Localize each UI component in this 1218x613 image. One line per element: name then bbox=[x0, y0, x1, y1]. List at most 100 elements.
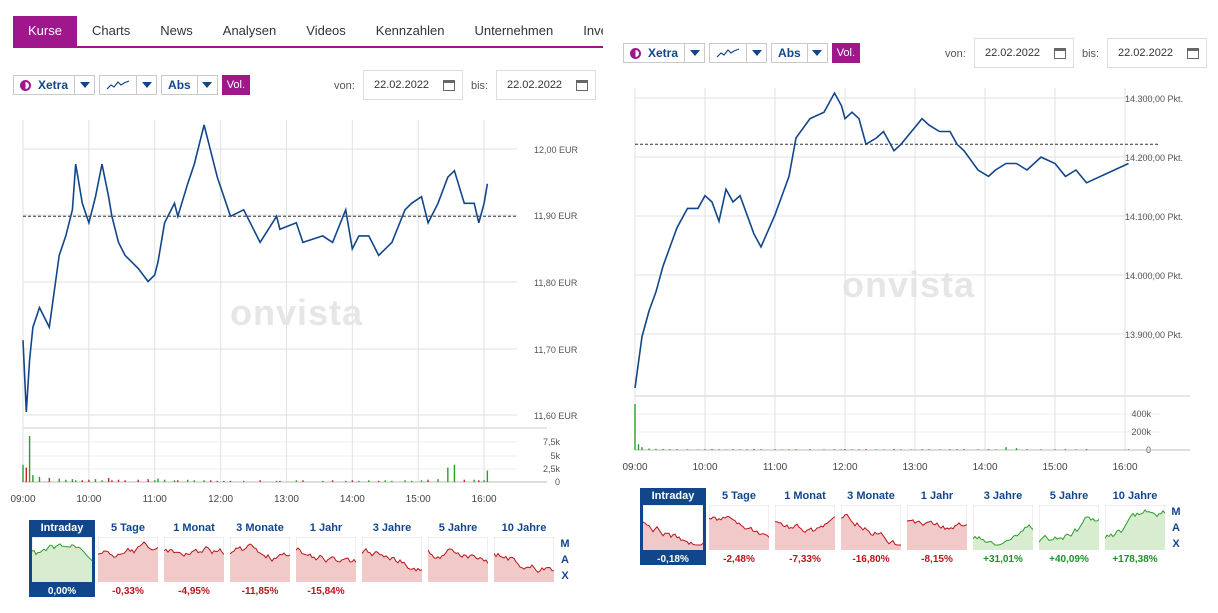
tab-kurse[interactable]: Kurse bbox=[13, 16, 77, 46]
volume-toggle[interactable]: Vol. bbox=[221, 75, 251, 95]
calendar-icon[interactable] bbox=[576, 80, 588, 91]
x-tick-label: 16:00 bbox=[472, 494, 497, 505]
calendar-icon[interactable] bbox=[1187, 48, 1199, 59]
sparkline-line bbox=[494, 552, 554, 573]
period-1-monat[interactable]: 1 Monat -7,33% bbox=[772, 488, 838, 565]
volume-bar bbox=[987, 449, 990, 450]
sparkline-area bbox=[230, 544, 290, 582]
period-label: 1 Jahr bbox=[920, 490, 954, 502]
max-link[interactable]: M A X bbox=[559, 536, 571, 584]
period-change: +178,38% bbox=[1112, 554, 1158, 565]
nav-tabs: Kurse Charts News Analysen Videos Kennza… bbox=[13, 16, 603, 48]
to-date-field[interactable]: 22.02.2022 bbox=[1107, 38, 1207, 68]
chevron-down-icon[interactable] bbox=[196, 76, 217, 94]
right-price-chart[interactable]: 14.300,00 Pkt. 14.200,00 Pkt. 14.100,00 Pk… bbox=[610, 88, 1218, 478]
scale-select[interactable]: Abs bbox=[771, 43, 828, 63]
scale-label: Abs bbox=[168, 78, 191, 92]
chevron-down-icon[interactable] bbox=[74, 76, 94, 94]
x-tick-label: 11:00 bbox=[763, 462, 788, 473]
volume-bar bbox=[28, 436, 31, 482]
tab-unternehmen[interactable]: Unternehmen bbox=[474, 23, 554, 38]
calendar-icon[interactable] bbox=[443, 80, 455, 91]
period-10-jahre[interactable]: 10 Jahre bbox=[491, 520, 557, 597]
volume-bar bbox=[725, 449, 727, 450]
period-5-jahre[interactable]: 5 Jahre bbox=[425, 520, 491, 597]
volume-bar bbox=[1064, 449, 1067, 450]
period-sparkline bbox=[362, 537, 422, 582]
max-letter: M bbox=[560, 538, 570, 550]
period-sparkline bbox=[494, 537, 554, 582]
from-date-field[interactable]: 22.02.2022 bbox=[974, 38, 1074, 68]
tab-analysen[interactable]: Analysen bbox=[222, 23, 277, 38]
period-1-jahr[interactable]: 1 Jahr -15,84% bbox=[293, 520, 359, 597]
volume-toggle[interactable]: Vol. bbox=[831, 43, 861, 63]
x-tick-label: 10:00 bbox=[692, 462, 717, 473]
period-sparkline bbox=[428, 537, 488, 582]
period-3-jahre[interactable]: 3 Jahre +31,01% bbox=[970, 488, 1036, 565]
chart-type-select[interactable] bbox=[99, 75, 158, 95]
period-intraday[interactable]: Intraday -0,18% bbox=[640, 488, 706, 565]
sparkline-area bbox=[494, 553, 554, 582]
exchange-select[interactable]: Xetra bbox=[623, 43, 706, 63]
volume-bar bbox=[1054, 449, 1056, 450]
chevron-down-icon[interactable] bbox=[136, 76, 156, 94]
volume-bar bbox=[275, 480, 278, 482]
line-chart-icon bbox=[716, 48, 740, 58]
chevron-down-icon[interactable] bbox=[684, 44, 704, 62]
x-tick-label: 13:00 bbox=[274, 494, 299, 505]
period-3-monate[interactable]: 3 Monate -16,80% bbox=[838, 488, 904, 565]
volume-bar bbox=[711, 449, 713, 450]
from-date-field[interactable]: 22.02.2022 bbox=[363, 70, 463, 100]
sparkline-area bbox=[1105, 510, 1165, 550]
volume-bar bbox=[48, 477, 51, 482]
calendar-icon[interactable] bbox=[1054, 48, 1066, 59]
period-sparkline bbox=[1039, 505, 1099, 550]
y-tick-label: 11,90 EUR bbox=[534, 211, 578, 221]
volume-bar bbox=[384, 480, 386, 482]
volume-bar bbox=[295, 480, 298, 482]
volume-bar bbox=[788, 449, 790, 450]
chevron-down-icon[interactable] bbox=[746, 44, 766, 62]
period-5-tage[interactable]: 5 Tage -0,33% bbox=[95, 520, 161, 597]
volume-bar bbox=[704, 449, 706, 450]
period-sparkline bbox=[643, 505, 703, 550]
scale-select[interactable]: Abs bbox=[161, 75, 218, 95]
period-5-jahre[interactable]: 5 Jahre +40,09% bbox=[1036, 488, 1102, 565]
volume-bar bbox=[279, 480, 281, 482]
period-3-monate[interactable]: 3 Monate -11,85% bbox=[227, 520, 293, 597]
volume-bar bbox=[648, 448, 650, 450]
tab-kennzahlen[interactable]: Kennzahlen bbox=[375, 23, 445, 38]
right-chart-widget: Xetra Abs Vol. von: 22.02.2022 bis: 22.0… bbox=[610, 0, 1218, 613]
volume-bar bbox=[486, 470, 489, 482]
volume-bar bbox=[1015, 448, 1018, 450]
chart-type-select[interactable] bbox=[709, 43, 768, 63]
chevron-down-icon[interactable] bbox=[806, 44, 827, 62]
period-1-jahr[interactable]: 1 Jahr -8,15% bbox=[904, 488, 970, 565]
tab-videos[interactable]: Videos bbox=[306, 23, 346, 38]
left-price-chart[interactable]: 12,00 EUR 11,90 EUR 11,80 EUR 11,70 EUR 11,6… bbox=[0, 120, 610, 510]
y-tick-label: 14.200,00 Pkt. bbox=[1125, 153, 1183, 163]
exchange-label: Xetra bbox=[648, 46, 679, 60]
tab-charts[interactable]: Charts bbox=[91, 23, 131, 38]
x-tick-label: 16:00 bbox=[1112, 462, 1137, 473]
sparkline-line bbox=[428, 548, 488, 564]
exchange-select[interactable]: Xetra bbox=[13, 75, 96, 95]
tab-invest[interactable]: Invest bbox=[583, 23, 603, 38]
period-label: 5 Jahre bbox=[438, 522, 478, 534]
period-intraday[interactable]: Intraday 0,00% bbox=[29, 520, 95, 597]
period-label: Intraday bbox=[40, 522, 84, 534]
period-1-monat[interactable]: 1 Monat -4,95% bbox=[161, 520, 227, 597]
x-tick-label: 10:00 bbox=[76, 494, 101, 505]
period-3-jahre[interactable]: 3 Jahre bbox=[359, 520, 425, 597]
period-10-jahre[interactable]: 10 Jahre +178,38% bbox=[1102, 488, 1168, 565]
to-date-field[interactable]: 22.02.2022 bbox=[496, 70, 596, 100]
period-change: -16,80% bbox=[852, 554, 890, 565]
max-link[interactable]: M A X bbox=[1170, 504, 1182, 552]
period-5-tage[interactable]: 5 Tage -2,48% bbox=[706, 488, 772, 565]
volume-bar bbox=[71, 479, 74, 482]
volume-bar bbox=[124, 480, 126, 482]
volume-bar bbox=[809, 449, 811, 450]
period-sparkline bbox=[907, 505, 967, 550]
volume-bar bbox=[1075, 449, 1077, 450]
tab-news[interactable]: News bbox=[160, 23, 193, 38]
